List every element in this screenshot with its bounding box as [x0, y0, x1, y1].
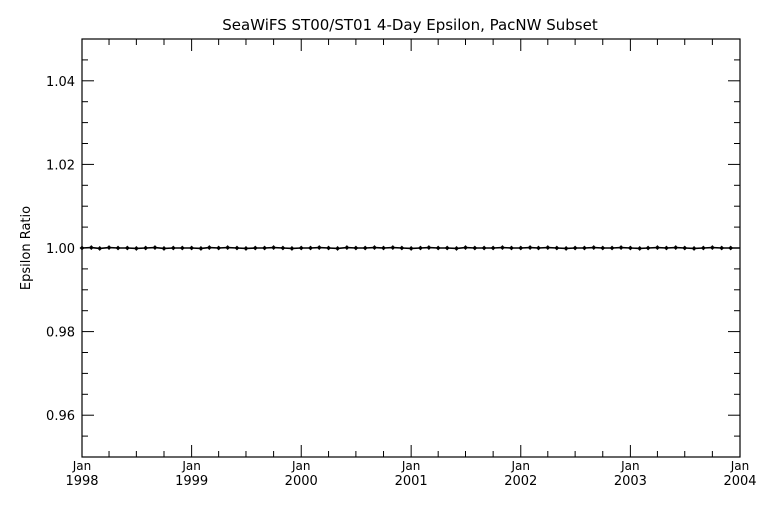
x-tick-month-label: Jan	[181, 459, 201, 473]
data-point	[344, 245, 350, 251]
axis-ticks	[81, 38, 741, 458]
data-point	[582, 245, 587, 251]
data-point	[444, 245, 450, 251]
data-point	[591, 245, 597, 251]
data-point	[362, 245, 368, 251]
data-point	[454, 245, 459, 251]
x-tick-year-label: 2001	[395, 474, 428, 489]
data-point	[189, 245, 195, 251]
data-point	[463, 245, 468, 251]
data-point	[115, 245, 121, 251]
data-point	[654, 245, 660, 251]
y-tick-label: 0.96	[46, 409, 75, 424]
data-point	[700, 245, 706, 251]
data-point	[418, 245, 423, 251]
data-point	[289, 245, 295, 251]
data-point	[170, 245, 176, 251]
x-tick-year-label: 2002	[504, 474, 537, 489]
data-point	[390, 245, 396, 251]
x-tick-month-label: Jan	[401, 459, 421, 473]
data-point	[179, 245, 185, 251]
tick-labels: 0.960.981.001.021.04Jan1998Jan1999Jan200…	[46, 75, 757, 489]
x-tick-month-label: Jan	[72, 459, 92, 473]
data-point	[645, 245, 651, 251]
data-point	[719, 245, 725, 251]
data-point	[262, 245, 268, 251]
data-point	[234, 245, 240, 251]
data-point	[97, 245, 103, 251]
data-point	[225, 245, 231, 251]
data-point	[509, 245, 514, 251]
data-point	[500, 245, 505, 251]
data-point	[691, 245, 697, 251]
data-point	[353, 245, 359, 251]
data-point	[106, 245, 112, 251]
data-point	[490, 245, 496, 251]
data-point	[545, 245, 551, 251]
data-point	[618, 245, 624, 251]
y-tick-label: 0.98	[46, 326, 75, 341]
data-point	[308, 245, 313, 251]
x-tick-month-label: Jan	[291, 459, 311, 473]
x-tick-year-label: 2000	[285, 474, 318, 489]
data-point	[600, 245, 606, 251]
data-point	[133, 245, 139, 251]
x-tick-month-label: Jan	[730, 459, 750, 473]
data-point	[572, 245, 578, 251]
data-point	[518, 245, 524, 251]
data-point	[143, 245, 149, 251]
x-tick-year-label: 1999	[175, 474, 208, 489]
data-point	[252, 245, 258, 251]
data-point	[709, 245, 715, 251]
data-point	[335, 245, 340, 251]
x-tick-month-label: Jan	[620, 459, 640, 473]
x-tick-year-label: 2004	[723, 474, 756, 489]
data-point	[280, 245, 286, 251]
data-point	[326, 245, 331, 251]
data-point	[527, 245, 533, 251]
x-tick-month-label: Jan	[511, 459, 531, 473]
x-tick-year-label: 2003	[614, 474, 647, 489]
series-layer	[79, 245, 740, 251]
data-point	[399, 245, 405, 251]
data-point	[408, 245, 414, 251]
data-point	[372, 245, 377, 251]
data-point	[152, 245, 158, 251]
data-point	[79, 245, 85, 251]
chart-title: SeaWiFS ST00/ST01 4-Day Epsilon, PacNW S…	[222, 16, 598, 34]
x-tick-year-label: 1998	[65, 474, 98, 489]
data-point	[271, 245, 277, 251]
data-point	[554, 245, 560, 251]
data-point	[627, 245, 633, 251]
data-point	[472, 245, 478, 251]
data-point	[206, 245, 212, 251]
data-point	[316, 245, 322, 251]
data-point	[88, 245, 94, 251]
data-point	[481, 245, 487, 251]
data-point	[216, 245, 222, 251]
data-point	[728, 245, 734, 251]
y-tick-label: 1.02	[46, 158, 75, 173]
data-point	[663, 245, 669, 251]
data-point	[381, 245, 386, 251]
data-point	[536, 245, 541, 251]
data-point	[198, 245, 204, 251]
y-tick-label: 1.04	[46, 75, 75, 90]
data-point	[673, 245, 679, 251]
data-point	[682, 245, 688, 251]
data-point	[435, 245, 441, 251]
data-point	[124, 245, 130, 251]
data-point	[609, 245, 615, 251]
data-point	[298, 245, 304, 251]
data-point	[161, 245, 167, 251]
data-point	[243, 245, 249, 251]
data-point	[563, 245, 569, 251]
y-axis-label: Epsilon Ratio	[19, 206, 34, 290]
data-point	[637, 245, 643, 251]
y-tick-label: 1.00	[46, 242, 75, 257]
data-point	[426, 245, 432, 251]
